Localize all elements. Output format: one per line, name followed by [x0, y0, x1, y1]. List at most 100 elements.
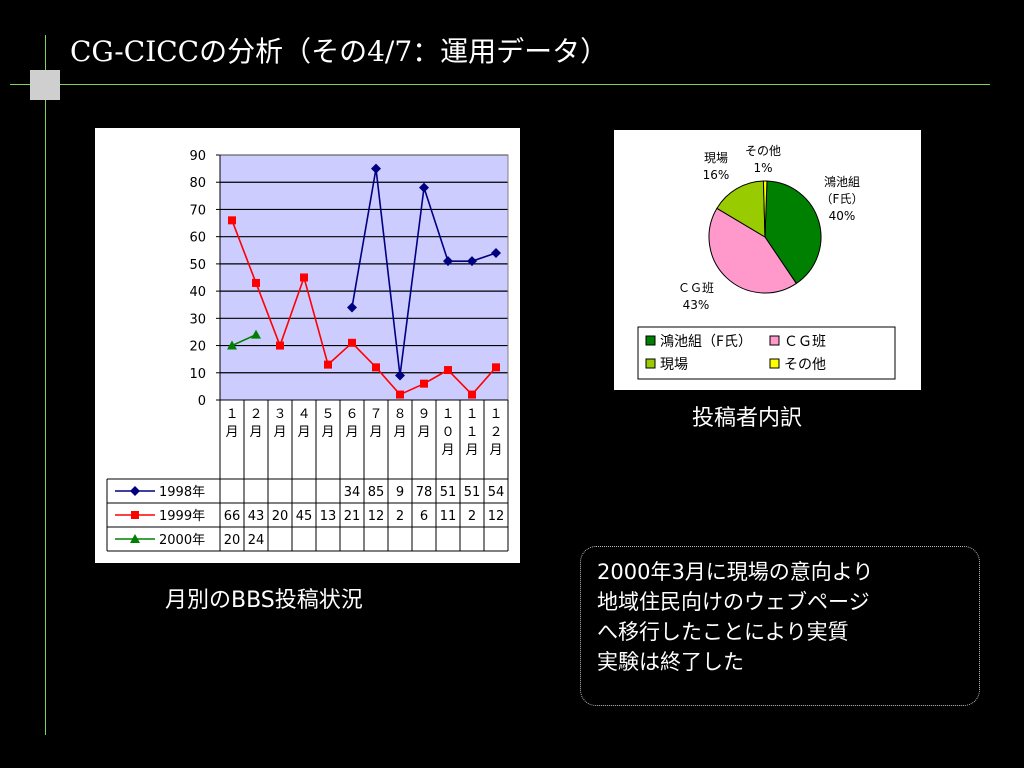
x-tick-glyph: ２: [249, 407, 262, 422]
y-tick-label: 50: [189, 258, 206, 273]
x-tick-label: ４月: [297, 407, 310, 440]
table-cell-value: 12: [488, 509, 505, 524]
pie-label-text: ＣＧ班: [678, 281, 714, 295]
pie-label-text: 16%: [703, 168, 730, 182]
pie-label-text: 1%: [753, 161, 772, 175]
legend-label: 鴻池組（F氏）: [660, 334, 752, 350]
table-cell-value: 9: [396, 485, 404, 500]
x-tick-glyph: 月: [321, 425, 334, 440]
data-point: [227, 340, 237, 350]
data-point: [372, 363, 380, 372]
table-cell-value: 43: [248, 509, 265, 524]
x-tick-label: ９月: [417, 407, 430, 440]
y-tick-label: 10: [189, 367, 206, 382]
corner-square-decoration: [30, 70, 60, 100]
legend-label: 2000年: [159, 533, 205, 548]
data-point: [467, 256, 477, 267]
x-tick-glyph: 月: [489, 443, 502, 458]
pie-legend: [637, 326, 896, 380]
y-tick-label: 80: [189, 176, 206, 191]
table-cell-value: 51: [440, 485, 457, 500]
table-cell-value: 54: [488, 485, 505, 500]
x-tick-glyph: 月: [225, 425, 238, 440]
legend-entry: 現場: [645, 357, 688, 373]
table-cell-value: 12: [368, 509, 385, 524]
data-point: [443, 256, 453, 267]
x-tick-glyph: １: [465, 407, 478, 422]
pie-slice-label: 現場 16%: [703, 151, 730, 182]
pie-slice-label: ＣＧ班 43%: [678, 281, 714, 312]
legend-marker: [130, 534, 140, 543]
line-chart-caption: 月別のBBS投稿状況: [165, 588, 363, 613]
table-cell-value: 2: [468, 509, 476, 524]
data-point: [444, 366, 452, 375]
pie-slice: [708, 207, 798, 294]
x-tick-label: ３月: [273, 407, 286, 440]
data-point: [468, 390, 476, 399]
table-cell-value: 21: [344, 509, 361, 524]
x-tick-glyph: 月: [249, 425, 262, 440]
x-tick-glyph: ９: [417, 407, 430, 422]
table-cell-value: 85: [368, 485, 385, 500]
x-tick-glyph: １: [441, 407, 454, 422]
x-tick-glyph: 月: [297, 425, 310, 440]
data-point: [348, 338, 356, 347]
y-tick-label: 60: [189, 231, 206, 246]
table-cell-value: 11: [440, 509, 457, 524]
pie-label-text: その他: [745, 144, 781, 158]
data-point: [371, 163, 381, 174]
data-point: [491, 248, 501, 258]
x-tick-label: １ １ 月: [465, 407, 478, 458]
pie-slice-label: 鴻池組 （F氏） 40%: [821, 175, 864, 223]
x-tick-label: １ ０ 月: [441, 407, 454, 458]
x-tick-label: ７月: [369, 407, 382, 440]
data-point: [251, 329, 261, 339]
table-cell-value: 20: [224, 533, 241, 548]
x-tick-glyph: 月: [273, 425, 286, 440]
pie-label-text: 鴻池組: [824, 175, 860, 189]
data-point: [419, 182, 429, 193]
pie-slice: [716, 180, 766, 238]
x-tick-glyph: ５: [321, 407, 334, 422]
note-line: へ移行したことにより実質: [597, 620, 849, 644]
pie-chart-caption: 投稿者内訳: [692, 406, 803, 431]
table-cell-value: 2: [396, 509, 404, 524]
line-chart-panel: 0 10 20 30 40 50 60 70 80 90 １ 月 ２ 月 ３ 月 ４ 月 ５ 月 ６ 月 ７ 月 ８ 月 ９ 月 １ ０ 月…: [95, 128, 520, 563]
legend-entry: 鴻池組（F氏）: [645, 334, 752, 350]
horizontal-accent-line: [10, 84, 990, 85]
legend-label: その他: [784, 357, 826, 373]
x-tick-glyph: １: [465, 425, 478, 440]
data-point: [252, 278, 260, 287]
x-tick-glyph: 月: [393, 425, 406, 440]
note-line: 2000年3月に現場の意向より: [597, 560, 874, 584]
legend-label: 現場: [660, 357, 688, 373]
table-cell-value: 24: [248, 533, 265, 548]
pie-label-text: 現場: [704, 151, 728, 165]
x-tick-glyph: ０: [441, 425, 454, 440]
series-line: [231, 220, 497, 396]
legend-entry: 2000年: [115, 533, 205, 548]
x-tick-label: ６月: [345, 407, 358, 440]
series-line: [231, 333, 257, 347]
x-tick-label: ２月: [249, 407, 262, 440]
y-tick-label: 70: [189, 203, 206, 218]
data-point: [420, 379, 428, 388]
table-cell-value: 78: [416, 485, 433, 500]
x-tick-glyph: ７: [369, 407, 382, 422]
x-tick-glyph: ８: [393, 407, 406, 422]
legend-swatch: [769, 335, 780, 346]
note-line: 地域住民向けのウェブページ: [597, 590, 870, 614]
table-cell-value: 20: [272, 509, 289, 524]
x-tick-glyph: ６: [345, 407, 358, 422]
table-cell-value: 66: [224, 509, 241, 524]
legend-swatch: [769, 358, 780, 369]
data-point: [324, 360, 332, 369]
legend-marker: [131, 511, 139, 519]
data-point: [492, 363, 500, 372]
data-point: [347, 302, 357, 313]
data-point: [395, 370, 405, 381]
x-tick-glyph: １: [225, 407, 238, 422]
x-tick-glyph: 月: [417, 425, 430, 440]
legend-entry: 1999年: [115, 509, 205, 524]
